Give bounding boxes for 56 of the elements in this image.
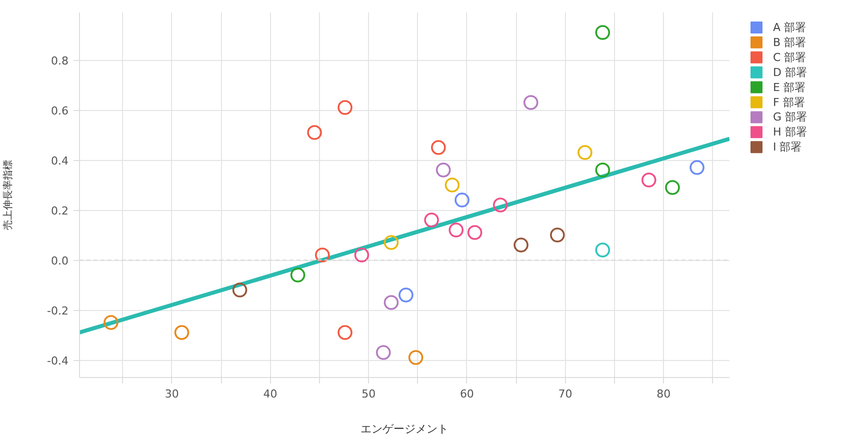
x-tick-label: 60 <box>460 388 474 400</box>
point <box>290 268 306 282</box>
x-tick-label: 30 <box>164 388 179 400</box>
legend-label: G 部署 <box>773 110 808 124</box>
point <box>104 315 118 330</box>
legend-label: E 部署 <box>773 80 806 94</box>
point <box>408 350 424 365</box>
point <box>232 282 248 298</box>
point <box>595 242 610 258</box>
x-axis-title: エンゲージメント <box>360 422 448 436</box>
point <box>595 25 610 40</box>
x-tick-label: 40 <box>263 388 278 400</box>
point <box>444 178 460 192</box>
point <box>384 235 399 250</box>
point <box>578 145 592 160</box>
y-tick-label: -0.2 <box>47 304 69 318</box>
point <box>690 160 704 175</box>
point <box>354 248 370 262</box>
y-tick-label: 0.6 <box>51 104 69 118</box>
point <box>338 325 352 340</box>
point <box>376 345 391 360</box>
point <box>514 238 528 252</box>
x-tick-label: 80 <box>656 388 671 400</box>
legend-label: A 部署 <box>773 20 806 34</box>
y-tick-label: 0.8 <box>51 54 69 68</box>
point <box>448 222 464 238</box>
legend-label: H 部署 <box>773 126 807 139</box>
legend-label: D 部署 <box>773 66 807 79</box>
point <box>307 125 322 140</box>
point <box>314 248 330 262</box>
point <box>174 325 190 340</box>
point <box>595 162 610 178</box>
point <box>384 295 399 310</box>
point <box>492 198 508 212</box>
point <box>467 225 482 240</box>
point <box>436 162 451 178</box>
point <box>431 140 446 155</box>
y-axis-title: 売上伸長率指標 <box>2 160 14 230</box>
y-tick-label: -0.4 <box>47 354 69 368</box>
point <box>550 228 565 242</box>
legend-label: F 部署 <box>773 96 805 109</box>
point <box>424 212 439 228</box>
y-tick-label: 0.4 <box>51 154 69 168</box>
point <box>338 100 352 115</box>
point <box>523 95 538 110</box>
y-tick-label: 0.2 <box>51 204 69 218</box>
point <box>454 192 470 208</box>
legend-label: B 部署 <box>773 36 806 49</box>
legend-label: I 部署 <box>773 140 802 154</box>
legend-label: C 部署 <box>773 50 806 64</box>
point <box>665 180 680 195</box>
point <box>398 288 414 302</box>
point <box>641 172 656 188</box>
x-tick-label: 70 <box>558 388 572 400</box>
x-tick-label: 50 <box>362 388 376 400</box>
y-tick-label: 0.0 <box>51 254 69 268</box>
